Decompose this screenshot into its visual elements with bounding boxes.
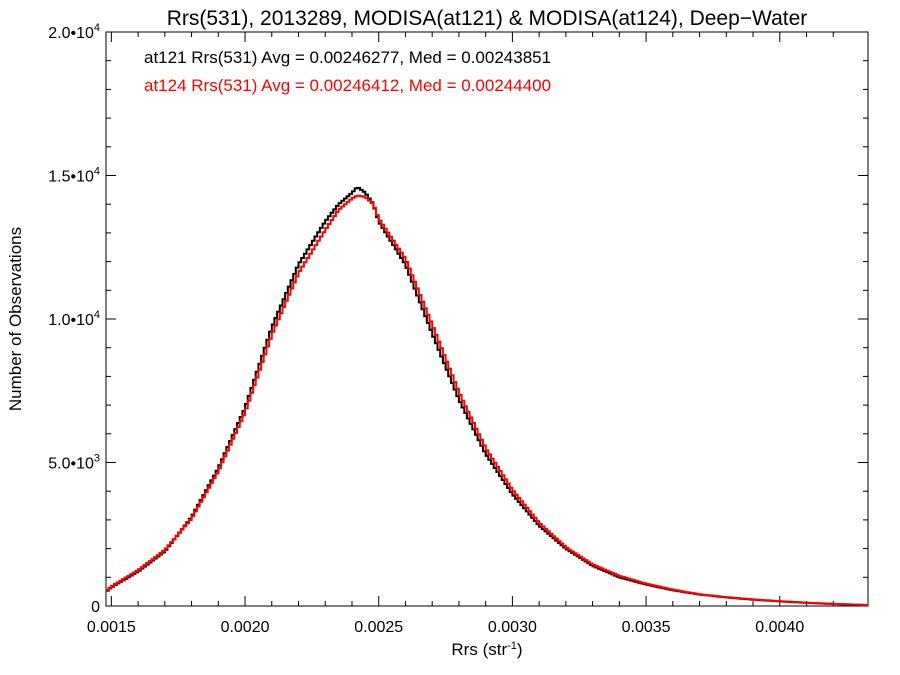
y-tick-exponent: 3 bbox=[94, 453, 100, 465]
axis-ticks bbox=[106, 31, 868, 607]
x-tick-label: 0.0035 bbox=[622, 619, 671, 636]
x-axis-label-superscript: -1 bbox=[507, 640, 517, 652]
y-tick-mantissa: 5.0•10 bbox=[48, 456, 94, 473]
y-tick-mantissa: 2.0•10 bbox=[48, 25, 94, 42]
series-layer bbox=[106, 186, 868, 607]
x-tick-labels: 0.0015 0.0020 0.0025 0.0030 0.0035 0.0040 bbox=[87, 619, 804, 636]
plot-frame bbox=[105, 31, 869, 607]
annotation-at124: at124 Rrs(531) Avg = 0.00246412, Med = 0… bbox=[144, 76, 551, 95]
y-tick-label: 2.0•104 bbox=[48, 22, 100, 42]
y-axis-label: Number of Observations bbox=[6, 227, 25, 411]
y-tick-label: 1.0•104 bbox=[48, 309, 100, 329]
y-tick-mantissa: 1.5•10 bbox=[48, 169, 94, 186]
x-tick-label: 0.0030 bbox=[488, 619, 537, 636]
x-tick-label: 0.0025 bbox=[354, 619, 403, 636]
y-tick-mantissa: 0 bbox=[91, 599, 100, 616]
histogram-series-1 bbox=[106, 194, 868, 606]
y-tick-exponent: 4 bbox=[94, 166, 100, 178]
y-tick-exponent: 4 bbox=[94, 22, 100, 34]
x-axis-label-text: Rrs (str bbox=[451, 640, 507, 659]
x-tick-label: 0.0020 bbox=[221, 619, 270, 636]
histogram-series-0 bbox=[106, 186, 868, 607]
annotation-at121: at121 Rrs(531) Avg = 0.00246277, Med = 0… bbox=[144, 48, 551, 67]
x-tick-label: 0.0040 bbox=[755, 619, 804, 636]
y-tick-mantissa: 1.0•10 bbox=[48, 312, 94, 329]
chart-title: Rrs(531), 2013289, MODISA(at121) & MODIS… bbox=[167, 7, 808, 30]
y-tick-exponent: 4 bbox=[94, 309, 100, 321]
x-tick-label: 0.0015 bbox=[87, 619, 136, 636]
x-axis-label: Rrs (str-1) bbox=[451, 640, 522, 659]
y-tick-label: 5.0•103 bbox=[48, 453, 100, 473]
y-tick-label: 0 bbox=[91, 599, 100, 616]
x-axis-label-close: ) bbox=[517, 640, 523, 659]
y-tick-label: 1.5•104 bbox=[48, 166, 100, 186]
